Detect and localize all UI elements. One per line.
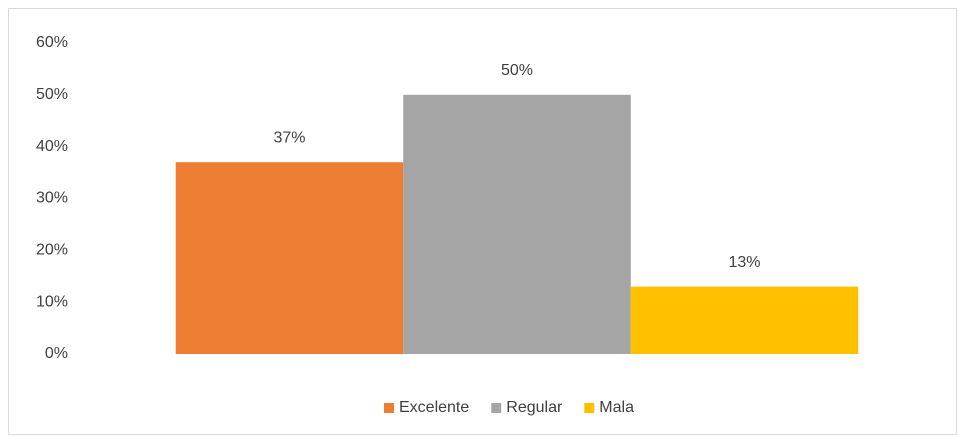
bar — [403, 94, 631, 354]
y-tick-label: 30% — [36, 190, 68, 207]
y-tick-label: 10% — [36, 293, 68, 310]
data-label: 50% — [501, 62, 533, 79]
y-tick-label: 40% — [36, 138, 68, 155]
y-tick-label: 0% — [45, 345, 68, 362]
legend-swatch — [491, 403, 502, 413]
legend-label: Regular — [506, 399, 563, 416]
y-tick-label: 60% — [36, 34, 68, 51]
y-tick-label: 20% — [36, 242, 68, 259]
bar — [630, 286, 859, 354]
legend-swatch — [584, 403, 595, 413]
legend-label: Excelente — [399, 399, 469, 416]
data-label: 13% — [729, 254, 761, 271]
y-tick-label: 50% — [36, 86, 68, 103]
legend-swatch — [384, 403, 395, 413]
legend-label: Mala — [599, 399, 634, 416]
bar — [175, 162, 404, 354]
data-label: 37% — [273, 129, 305, 146]
